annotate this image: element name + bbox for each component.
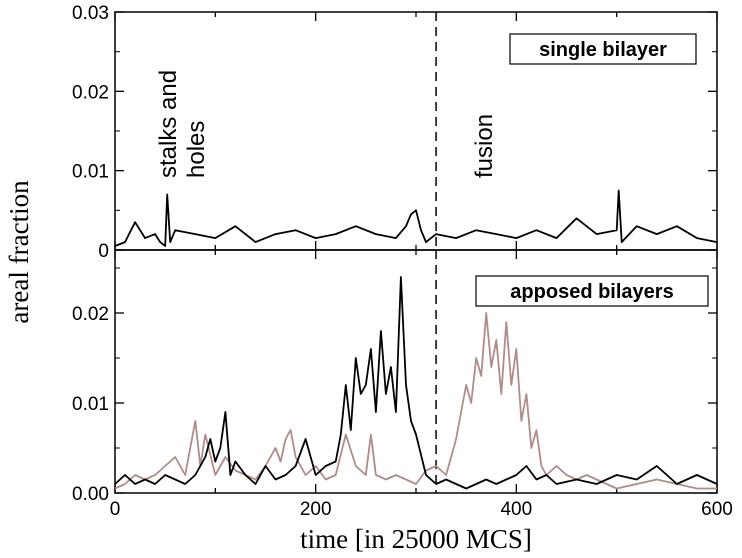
bottom-panel: 0.02 0.01 0.00 0 200 400 600 apposed bilayers xyxy=(72,249,733,520)
top-series-line-0 xyxy=(114,189,718,247)
annotation-0-line-0: stalks and xyxy=(155,70,182,178)
bottom-legend-box: apposed bilayers xyxy=(475,275,709,307)
bot-series-line-1 xyxy=(114,276,718,490)
top-legend-label: single bilayer xyxy=(539,39,667,61)
top-panel: 0.03 0.02 0.01 0 single bilayer stalks and h… xyxy=(72,3,718,262)
bottom-tick-marks xyxy=(114,250,718,494)
x-tick-label: 200 xyxy=(300,499,332,520)
x-tick-label: 600 xyxy=(701,499,733,520)
x-tick-label: 0 xyxy=(110,499,121,520)
bottom-x-tick-labels: 0 200 400 600 xyxy=(110,499,733,520)
y-tick-label: 0 xyxy=(98,241,109,262)
x-tick-label: 400 xyxy=(500,499,532,520)
annotation-0-line-1: holes xyxy=(183,121,210,178)
top-series-group xyxy=(114,189,718,247)
top-annotations: stalks and holes fusion xyxy=(155,70,498,178)
y-tick-label: 0.02 xyxy=(72,304,109,325)
y-tick-label: 0.01 xyxy=(72,162,109,183)
bot-series-line-0 xyxy=(114,312,717,490)
bottom-y-tick-labels: 0.02 0.01 0.00 xyxy=(72,304,109,505)
x-axis-title: time [in 25000 MCS] xyxy=(300,524,532,554)
annotation-1-line-0: fusion xyxy=(471,114,498,178)
y-tick-label: 0.01 xyxy=(72,394,109,415)
y-tick-label: 0.02 xyxy=(72,82,109,103)
top-legend-box: single bilayer xyxy=(509,33,697,65)
y-tick-label: 0.00 xyxy=(72,484,109,505)
bottom-series-group xyxy=(114,276,718,490)
top-tick-marks xyxy=(114,11,718,251)
bottom-legend-label: apposed bilayers xyxy=(510,281,673,303)
y-axis-title: areal fraction xyxy=(4,180,34,324)
top-y-tick-labels: 0.03 0.02 0.01 0 xyxy=(72,3,109,262)
y-tick-label: 0.03 xyxy=(72,3,109,24)
